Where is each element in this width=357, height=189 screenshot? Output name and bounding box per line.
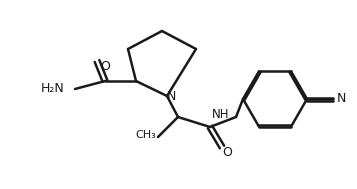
Text: O: O: [100, 60, 110, 73]
Text: N: N: [336, 92, 346, 105]
Text: CH₃: CH₃: [135, 130, 156, 140]
Text: O: O: [222, 146, 232, 160]
Text: NH: NH: [212, 108, 230, 121]
Text: N: N: [166, 90, 176, 102]
Text: H₂N: H₂N: [41, 83, 65, 95]
